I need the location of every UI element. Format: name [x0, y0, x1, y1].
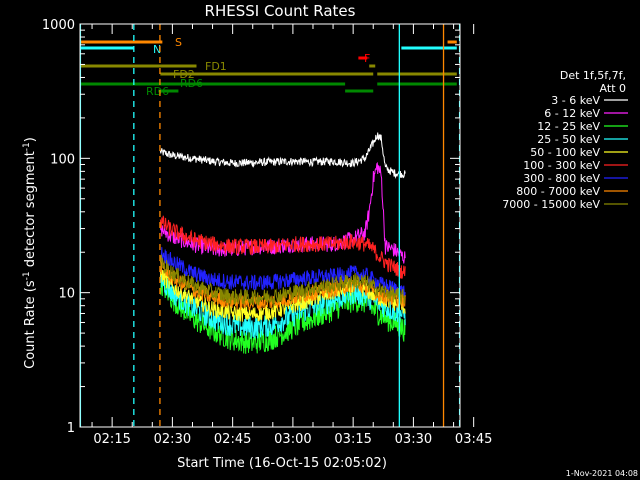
x-axis-label: Start Time (16-Oct-15 02:05:02) — [177, 456, 387, 471]
legend-label-5: 100 - 300 keV — [523, 159, 600, 172]
series-line-3 — [159, 268, 406, 339]
legend-label-4: 50 - 100 keV — [530, 146, 600, 159]
y-axis-label-sup2: -1 — [22, 142, 32, 151]
y-tick-label: 100 — [50, 152, 75, 167]
chart-title: RHESSI Count Rates — [205, 2, 356, 20]
flag-label-2: FD1 — [205, 60, 227, 73]
x-tick-label: 03:15 — [334, 432, 371, 447]
flag-label-0: S — [175, 36, 182, 49]
legend-header-1: Att 0 — [600, 82, 626, 95]
flag-label-1: N — [153, 43, 161, 56]
legend-label-3: 25 - 50 keV — [537, 133, 600, 146]
series-line-6 — [159, 247, 406, 299]
y-axis-label-mid: detector segment — [23, 151, 38, 271]
y-tick-label: 10 — [58, 287, 75, 302]
series-lines — [159, 132, 406, 354]
y-axis-label-sup1: -1 — [22, 271, 32, 280]
axes: 1 10 100 1000 02:15 02:30 02:45 03:00 03:15 03:30… — [42, 18, 492, 447]
x-tick-label: 02:45 — [214, 432, 251, 447]
flag-label-4: RD6 — [180, 77, 203, 90]
legend-label-7: 800 - 7000 keV — [516, 185, 600, 198]
legend-label-0: 3 - 6 keV — [551, 94, 600, 107]
legend-header-0: Det 1f,5f,7f, — [560, 69, 626, 82]
timestamp: 1-Nov-2021 04:08 — [566, 469, 638, 478]
y-tick-label: 1 — [67, 421, 75, 436]
x-tick-label: 03:45 — [455, 432, 492, 447]
y-tick-label: 1000 — [42, 18, 75, 33]
series-line-5 — [159, 215, 406, 279]
flag-label-5: RD6 — [146, 85, 169, 98]
plot-frame — [79, 23, 461, 428]
series-line-0 — [159, 132, 406, 179]
y-axis-label-end: ) — [23, 137, 38, 142]
legend-label-2: 12 - 25 keV — [537, 120, 600, 133]
legend-label-6: 300 - 800 keV — [523, 172, 600, 185]
y-axis-label-main: Count Rate (s — [23, 280, 38, 369]
legend-label-1: 6 - 12 keV — [544, 107, 600, 120]
series-line-8 — [159, 254, 406, 306]
flag-label-3: FD2 — [173, 68, 195, 81]
x-tick-label: 03:00 — [274, 432, 311, 447]
series-line-2 — [159, 272, 406, 354]
legend-label-8: 7000 - 15000 keV — [502, 198, 600, 211]
x-tick-label: 02:15 — [93, 432, 130, 447]
flag-label-6: F — [364, 52, 370, 65]
y-axis-label: Count Rate (s-1 detector segment-1) — [22, 137, 38, 369]
x-tick-label: 03:30 — [395, 432, 432, 447]
x-tick-label: 02:30 — [154, 432, 191, 447]
